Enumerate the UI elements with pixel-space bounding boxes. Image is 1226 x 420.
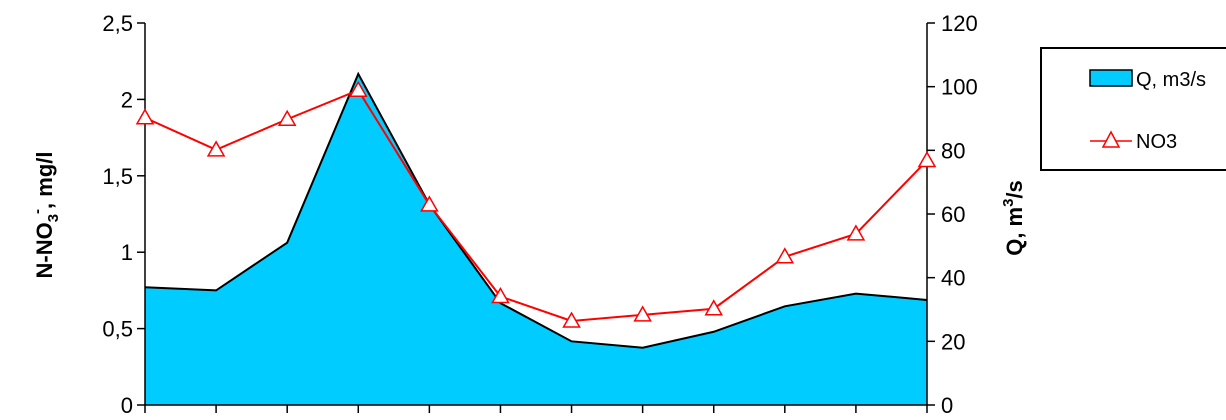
legend-marker-no3: [1101, 130, 1121, 148]
left-tick-label: 0,5: [102, 317, 133, 342]
q-area-layer: [144, 71, 928, 405]
no3-point: [562, 311, 581, 328]
legend-label-no3: NO3: [1136, 131, 1177, 153]
no3-line: [144, 88, 928, 322]
right-tick-label: 100: [941, 75, 978, 100]
no3-point: [206, 140, 226, 157]
left-tick-label: 2: [121, 87, 133, 112]
no3-point: [846, 224, 866, 241]
right-tick-label: 120: [941, 11, 978, 36]
ticks-layer: 0 0,5 1 1,5 2 2,5 0 20 40 60 80 100 120: [102, 11, 977, 418]
no3-point: [135, 108, 155, 125]
no3-point: [277, 109, 297, 127]
right-tick-label: 20: [941, 329, 965, 354]
legend-swatch-q: [1089, 69, 1133, 87]
left-axis-title: N-NO3-, mg/l: [29, 151, 62, 278]
legend-box: [1040, 47, 1226, 171]
left-tick-label: 2,5: [102, 11, 133, 36]
legend: Q, m3/s NO3: [1040, 47, 1226, 171]
q-area-outline: [144, 71, 928, 349]
no3-point: [491, 287, 510, 304]
no3-point: [917, 151, 937, 168]
no3-point: [420, 195, 439, 212]
right-tick-label: 60: [941, 202, 965, 227]
no3-point: [775, 247, 795, 264]
left-tick-label: 1,5: [102, 164, 133, 189]
right-axis-title: Q, m3/s: [1000, 180, 1027, 256]
right-tick-label: 0: [941, 393, 953, 418]
no3-point: [704, 299, 724, 316]
no3-point: [348, 80, 368, 97]
right-tick-label: 80: [941, 138, 965, 163]
no3-line-layer: [135, 80, 937, 328]
legend-label-q: Q, m3/s: [1136, 69, 1206, 91]
right-tick-label: 40: [941, 266, 965, 291]
left-tick-label: 1: [121, 240, 133, 265]
no3-point: [633, 305, 652, 322]
q-area: [145, 73, 927, 405]
left-tick-label: 0: [121, 393, 133, 418]
